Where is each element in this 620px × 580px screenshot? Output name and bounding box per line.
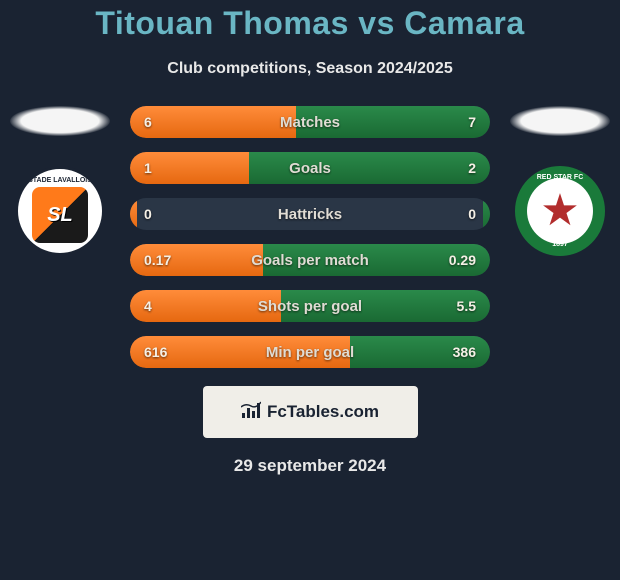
content-row: STADE LAVALLOIS SL 67Matches 12Goals 00Hat… [0, 106, 620, 368]
crest-left-shield: SL [32, 187, 88, 243]
footer-brand-card: FcTables.com [203, 386, 418, 438]
stat-label: Min per goal [130, 336, 490, 368]
stat-label: Goals [130, 152, 490, 184]
stats-column: 67Matches 12Goals 00Hattricks 0.170.29Goals… [130, 106, 490, 368]
comparison-card: Titouan Thomas vs Camara Club competitio… [0, 0, 620, 580]
player-halo-right [510, 106, 610, 136]
team-crest-left: STADE LAVALLOIS SL [15, 166, 105, 256]
stat-row: 67Matches [130, 106, 490, 138]
stat-row: 00Hattricks [130, 198, 490, 230]
right-column: RED STAR FC ★ 1897 [510, 106, 610, 256]
stat-label: Hattricks [130, 198, 490, 230]
star-icon: ★ [540, 189, 579, 233]
stat-row: 616386Min per goal [130, 336, 490, 368]
stat-row: 45.5Shots per goal [130, 290, 490, 322]
player-halo-left [10, 106, 110, 136]
stat-row: 12Goals [130, 152, 490, 184]
footer-brand-text: FcTables.com [267, 402, 379, 422]
stat-label: Shots per goal [130, 290, 490, 322]
crest-left-initials: SL [47, 204, 73, 227]
crest-left-label: STADE LAVALLOIS [18, 177, 102, 184]
stat-label: Goals per match [130, 244, 490, 276]
stat-label: Matches [130, 106, 490, 138]
subtitle: Club competitions, Season 2024/2025 [0, 60, 620, 78]
crest-right-inner: ★ [527, 178, 593, 244]
team-crest-right: RED STAR FC ★ 1897 [515, 166, 605, 256]
left-column: STADE LAVALLOIS SL [10, 106, 110, 256]
date-label: 29 september 2024 [0, 456, 620, 476]
crest-right-label: RED STAR FC [518, 174, 602, 181]
chart-icon [241, 401, 261, 424]
stat-row: 0.170.29Goals per match [130, 244, 490, 276]
page-title: Titouan Thomas vs Camara [0, 5, 620, 42]
crest-right-year: 1897 [518, 241, 602, 248]
